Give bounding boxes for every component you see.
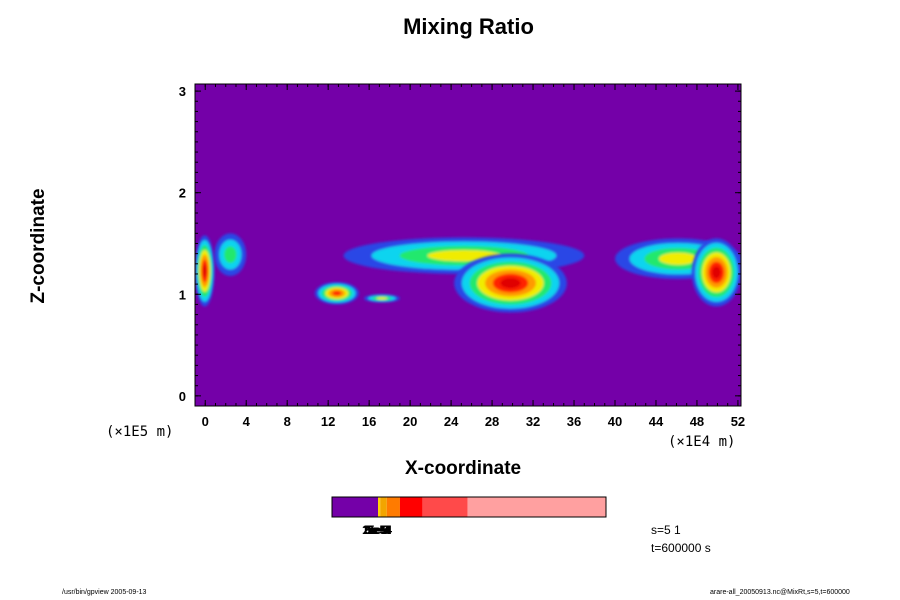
x-tick-label: 12 bbox=[321, 414, 335, 429]
x-tick-label: 20 bbox=[403, 414, 417, 429]
colorbar-frame bbox=[331, 496, 607, 518]
colorbar-segment bbox=[386, 497, 400, 517]
mixing-ratio-feature bbox=[454, 253, 567, 313]
chart-title: Mixing Ratio bbox=[403, 14, 534, 39]
x-tick-label: 52 bbox=[731, 414, 745, 429]
y-tick-label: 3 bbox=[179, 84, 186, 99]
x-tick-label: 24 bbox=[444, 414, 459, 429]
x-tick-label: 40 bbox=[608, 414, 622, 429]
colorbar-label: 5e-5 bbox=[365, 523, 390, 537]
y-tick-label: 2 bbox=[179, 186, 186, 201]
x-axis-unit: (×1E4 m) bbox=[668, 434, 736, 450]
mixing-ratio-contour bbox=[332, 290, 342, 296]
mixing-ratio-feature bbox=[691, 238, 741, 307]
plot-frame bbox=[194, 83, 742, 407]
colorbar-segment bbox=[399, 497, 423, 517]
colorbar-label: 1e-4 bbox=[366, 523, 391, 537]
x-tick-label: 44 bbox=[649, 414, 664, 429]
colorbar-label: 5e-4 bbox=[368, 523, 393, 537]
mixing-ratio-contour bbox=[202, 264, 207, 278]
colorbar-label: 2e-5 bbox=[363, 523, 388, 537]
colorbar-segment bbox=[380, 497, 387, 517]
x-tick-label: 36 bbox=[567, 414, 581, 429]
slice-index-text: s=5 1 bbox=[651, 523, 681, 537]
x-tick-label: 48 bbox=[690, 414, 704, 429]
colorbar-segment bbox=[422, 497, 468, 517]
x-tick-label: 28 bbox=[485, 414, 499, 429]
info-box: s=5 1 t=600000 s bbox=[651, 521, 711, 557]
y-tick-label: 0 bbox=[179, 389, 186, 404]
colorbar-segment bbox=[378, 497, 381, 517]
colorbar bbox=[331, 496, 607, 518]
x-tick-label: 4 bbox=[243, 414, 251, 429]
x-tick-label: 0 bbox=[202, 414, 209, 429]
colorbar-label: 3e-5 bbox=[364, 523, 389, 537]
x-tick-label: 32 bbox=[526, 414, 540, 429]
footer-source: arare-all_20050913.nc@MixRt,s=5,t=600000 bbox=[710, 589, 850, 596]
mixing-ratio-contour bbox=[224, 246, 237, 264]
y-axis-label: Z-coordinate bbox=[28, 188, 49, 304]
mixing-ratio-contour bbox=[712, 266, 721, 279]
x-axis-label: X-coordinate bbox=[405, 458, 522, 479]
y-axis-unit: (×1E5 m) bbox=[106, 424, 174, 440]
colorbar-label: 2e-4 bbox=[367, 523, 392, 537]
mixing-ratio-feature bbox=[364, 294, 400, 303]
mixing-ratio-contour bbox=[658, 252, 698, 265]
x-tick-label: 16 bbox=[362, 414, 376, 429]
mixing-ratio-feature bbox=[195, 235, 215, 307]
colorbar-segment bbox=[332, 497, 379, 517]
x-tick-label: 8 bbox=[284, 414, 291, 429]
mixing-ratio-contour bbox=[500, 277, 521, 289]
footer-command: /usr/bin/gpview 2005-09-13 bbox=[62, 589, 147, 596]
colorbar-label: 1e-5 bbox=[362, 523, 387, 537]
mixing-ratio-feature bbox=[314, 282, 359, 305]
mixing-ratio-field bbox=[195, 233, 741, 313]
mixing-ratio-contour bbox=[376, 297, 388, 300]
time-text: t=600000 s bbox=[651, 541, 711, 555]
mixing-ratio-feature bbox=[214, 233, 247, 276]
y-tick-label: 1 bbox=[179, 287, 186, 302]
colorbar-segment bbox=[467, 497, 606, 517]
